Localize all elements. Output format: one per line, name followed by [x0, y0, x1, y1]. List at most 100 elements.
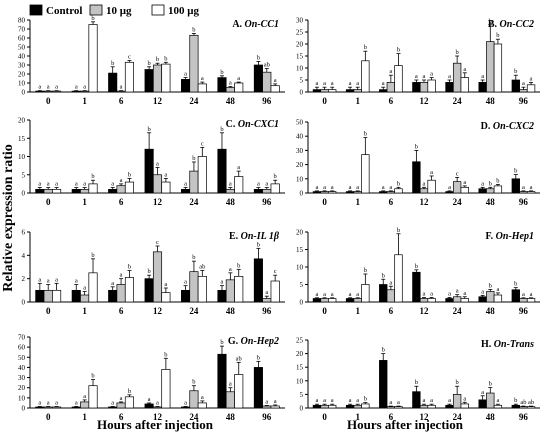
significance-letter: a	[356, 184, 359, 191]
x-tick-label: 12	[420, 412, 430, 422]
significance-letter: a	[111, 280, 114, 287]
significance-letter: a	[389, 399, 392, 406]
significance-letter: b	[164, 351, 167, 358]
y-tick-label: 10	[18, 394, 26, 402]
bar-control	[108, 289, 118, 303]
significance-letter: b	[514, 168, 517, 175]
significance-letter: a	[38, 399, 41, 406]
significance-letter: b	[397, 180, 400, 187]
bar-10-ug	[225, 279, 235, 303]
x-tick-label: 96	[519, 197, 529, 207]
significance-letter: b	[489, 180, 492, 187]
y-tick-label: 10	[296, 175, 304, 183]
bar-control	[478, 296, 487, 303]
x-tick-label: 12	[153, 96, 163, 106]
bar-10-ug	[116, 185, 126, 194]
y-tick-label: 40	[296, 133, 304, 141]
panel-title: C. On-CXC1	[226, 119, 279, 130]
bar-10-ug	[43, 90, 53, 93]
bar-10-ug	[486, 392, 495, 409]
bar-100-ug	[493, 294, 503, 303]
bar-10-ug	[152, 174, 163, 194]
significance-letter: a	[423, 180, 426, 187]
bar-100-ug	[88, 24, 98, 93]
significance-letter: a	[349, 397, 352, 404]
bar-10-ug	[189, 170, 199, 194]
bar-control	[181, 79, 191, 93]
bar-10-ug	[80, 189, 90, 194]
bar-10-ug	[80, 90, 90, 93]
y-tick-label: 20	[296, 350, 304, 358]
bar-100-ug	[88, 272, 98, 303]
significance-letter: a	[430, 71, 433, 78]
bar-100-ug	[124, 396, 134, 409]
y-tick-label: 20	[296, 229, 304, 237]
significance-letter: a	[75, 399, 78, 406]
bar-100-ug	[394, 254, 403, 303]
bar-control	[345, 191, 355, 194]
panel-title: A. On-CC1	[232, 19, 279, 30]
significance-letter: a	[481, 73, 484, 80]
x-tick-label: 1	[355, 306, 360, 316]
bar-10-ug	[419, 188, 429, 194]
panel-title: D. On-CXC2	[481, 121, 534, 132]
significance-letter: b	[192, 155, 195, 162]
legend-label: 10 μg	[106, 5, 132, 17]
significance-letter: a	[522, 184, 525, 191]
significance-letter: a	[356, 397, 359, 404]
significance-letter: b	[91, 15, 94, 22]
significance-letter: a	[156, 399, 159, 406]
significance-letter: b	[91, 252, 94, 259]
significance-letter: a	[323, 291, 326, 298]
bar-10-ug	[452, 62, 462, 93]
gene-name: On-IL 1β	[241, 231, 280, 242]
y-tick-label: 10	[18, 80, 26, 88]
bar-100-ug	[460, 77, 469, 93]
x-tick-label: 12	[153, 412, 163, 422]
bar-100-ug	[526, 298, 536, 303]
significance-letter: a	[184, 399, 187, 406]
x-tick-label: 48	[226, 306, 236, 316]
significance-letter: b	[192, 27, 195, 34]
panel-title: F. On-Hep1	[485, 231, 534, 242]
x-tick-label: 12	[420, 96, 430, 106]
significance-letter: a	[47, 84, 50, 91]
significance-letter: c	[201, 140, 204, 147]
x-tick-label: 0	[46, 96, 51, 106]
x-tick-label: 0	[322, 412, 327, 422]
x-tick-label: 24	[189, 96, 199, 106]
significance-letter: a	[55, 276, 58, 283]
significance-letter: a	[522, 80, 525, 87]
bar-10-ug	[189, 390, 199, 409]
y-tick-label: 10	[296, 65, 304, 73]
significance-letter: a	[448, 184, 451, 191]
y-tick-label: 4	[22, 252, 26, 260]
significance-letter: a	[55, 181, 58, 188]
significance-letter: a	[481, 288, 484, 295]
y-tick-label: 15	[296, 364, 304, 372]
bar-100-ug	[197, 83, 207, 93]
bar-10-ug	[116, 284, 126, 303]
bar-100-ug	[52, 406, 62, 409]
bar-control	[312, 191, 322, 194]
significance-letter: b	[111, 60, 114, 67]
significance-letter: a	[47, 278, 50, 285]
significance-letter: b	[364, 396, 367, 403]
bar-100-ug	[328, 404, 337, 409]
y-tick-label: 25	[296, 29, 304, 37]
significance-letter: a	[201, 394, 204, 401]
bar-control	[253, 64, 263, 93]
bar-10-ug	[262, 189, 272, 194]
y-tick-label: 70	[18, 334, 26, 342]
significance-letter: a	[448, 290, 451, 297]
significance-letter: a	[83, 84, 86, 91]
bar-100-ug	[493, 43, 503, 93]
bar-control	[345, 89, 355, 93]
significance-letter: b	[91, 173, 94, 180]
significance-letter: a	[257, 181, 260, 188]
significance-letter: b	[147, 60, 150, 67]
x-tick-label: 6	[389, 197, 394, 207]
bar-100-ug	[234, 275, 244, 303]
bar-100-ug	[270, 280, 280, 303]
bar-control	[345, 298, 355, 303]
